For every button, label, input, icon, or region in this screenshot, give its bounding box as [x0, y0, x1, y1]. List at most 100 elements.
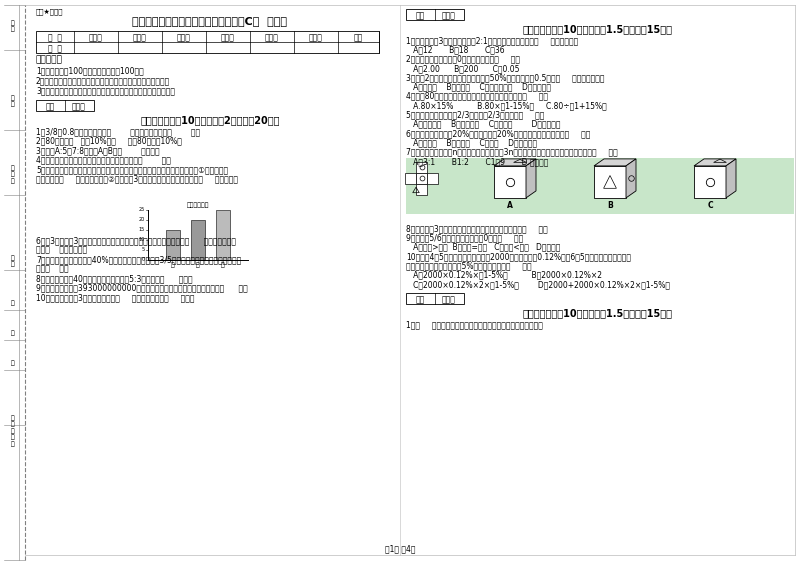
Text: 评卷人: 评卷人: [442, 295, 456, 305]
Bar: [416, 173, 427, 184]
Bar: [416, 184, 427, 195]
Text: 8、选项中有3个立方体，其中不是用左边图形折成的是（     ）。: 8、选项中有3个立方体，其中不是用左边图形折成的是（ ）。: [406, 224, 548, 233]
Text: 10: 10: [138, 237, 145, 242]
Text: 苏教版六年级数学上学期期末考试试卷C卷  附解析: 苏教版六年级数学上学期期末考试试卷C卷 附解析: [133, 16, 287, 26]
Text: 得分: 得分: [415, 295, 425, 305]
Text: 选择题: 选择题: [133, 33, 147, 42]
Bar: [191, 219, 205, 259]
Text: 6、用3个棱长为3分米的正方体拼成一个长方体，这个长方体的体积是（      ）立方分米，表: 6、用3个棱长为3分米的正方体拼成一个长方体，这个长方体的体积是（ ）立方分米，…: [36, 236, 236, 245]
Text: A、2.00      B、200      C、0.05: A、2.00 B、200 C、0.05: [406, 64, 519, 73]
Text: 多
（
新
题
）: 多 （ 新 题 ）: [11, 415, 15, 447]
Text: 纸的（    ）。: 纸的（ ）。: [36, 264, 69, 273]
Text: C、2000×0.12%×2×（1-5%）        D、2000+2000×0.12%×2×（1-5%）: C、2000×0.12%×2×（1-5%） D、2000+2000×0.12%×…: [406, 280, 670, 289]
Text: 10、圆的半径扩大3倍，周周长扩大（     ）倍，面积扩大（     ）倍。: 10、圆的半径扩大3倍，周周长扩大（ ）倍，面积扩大（ ）倍。: [36, 293, 194, 302]
Text: 三、判断题（共10小题，每题1.5分，共计15分）: 三、判断题（共10小题，每题1.5分，共计15分）: [523, 308, 673, 318]
Bar: [406, 158, 794, 214]
Text: 积是（    ）平方分米。: 积是（ ）平方分米。: [36, 246, 87, 254]
Text: 评卷人: 评卷人: [442, 11, 456, 20]
Text: 25: 25: [138, 207, 145, 212]
Bar: [406, 293, 464, 305]
Text: A、12       B、18       C、36: A、12 B、18 C、36: [406, 45, 505, 54]
Polygon shape: [694, 159, 736, 166]
Text: 画
卡
闷: 画 卡 闷: [11, 165, 15, 184]
Text: 3、一根2米长的绳子，第一次剪下它的50%，第二次剪下0.5米。（     ）次剪下的多。: 3、一根2米长的绳子，第一次剪下它的50%，第二次剪下0.5米。（ ）次剪下的多…: [406, 73, 605, 82]
Text: C: C: [707, 201, 713, 210]
Text: B: B: [607, 201, 613, 210]
Bar: [494, 166, 526, 198]
Polygon shape: [494, 159, 536, 166]
Text: 6、一件商品，先提价20%，以后又降价20%，现在的价格与原来相比（     ）。: 6、一件商品，先提价20%，以后又降价20%，现在的价格与原来相比（ ）。: [406, 129, 590, 138]
Polygon shape: [726, 159, 736, 198]
Polygon shape: [626, 159, 636, 198]
Text: 1、（     ）三角形的面积等于等底等高平行四边形面积的一半。: 1、（ ）三角形的面积等于等底等高平行四边形面积的一半。: [406, 320, 543, 329]
Text: 8、某班共有学生40人，男女生人数的比是5:3，女生有（      ）人。: 8、某班共有学生40人，男女生人数的比是5:3，女生有（ ）人。: [36, 274, 193, 283]
Text: 计算题: 计算题: [221, 33, 235, 42]
Text: 5: 5: [142, 247, 145, 252]
Text: 绝密★启用前: 绝密★启用前: [36, 8, 63, 15]
Text: 甲: 甲: [171, 263, 175, 268]
Text: 综合题: 综合题: [265, 33, 279, 42]
Text: 3、因为A:5＝7:8，所以A和B成（        ）比例。: 3、因为A:5＝7:8，所以A和B成（ ）比例。: [36, 146, 160, 155]
Text: 3、请在试卷指定位置作答，在试卷密封线外作答无效，不予评分。: 3、请在试卷指定位置作答，在试卷密封线外作答无效，不予评分。: [36, 86, 175, 95]
Text: 丙: 丙: [221, 263, 225, 268]
Text: 15: 15: [138, 227, 145, 232]
Bar: [694, 166, 726, 198]
Text: 乙: 乙: [196, 263, 200, 268]
Polygon shape: [526, 159, 536, 198]
Text: 岛: 岛: [11, 330, 15, 336]
Text: 第1页 共4页: 第1页 共4页: [385, 544, 415, 553]
Bar: [416, 162, 427, 173]
Text: 填空题: 填空题: [89, 33, 103, 42]
Bar: [594, 166, 626, 198]
Text: 这项工程，（     ）天可以完成。②先由甲做3天，剩下的工程由丙做还需要（     ）天完成。: 这项工程，（ ）天可以完成。②先由甲做3天，剩下的工程由丙做还需要（ ）天完成。: [36, 175, 238, 184]
Text: 9、三峡水库总库容393000000000立方米，把这个数改写成亿作单位的数是（      ）。: 9、三峡水库总库容393000000000立方米，把这个数改写成亿作单位的数是（…: [36, 284, 248, 293]
Text: A、3:1       B1:2       C1：9       D.无法确定: A、3:1 B1:2 C1：9 D.无法确定: [406, 157, 548, 166]
Text: A、2000×0.12%×（1-5%）          B、2000×0.12%×2: A、2000×0.12%×（1-5%） B、2000×0.12%×2: [406, 271, 602, 280]
Text: 高: 高: [11, 360, 15, 366]
Text: A、截去的多    B、剩下的多    C、一样多        D、无法比较: A、截去的多 B、剩下的多 C、一样多 D、无法比较: [406, 120, 561, 129]
Text: 1、3/8与0.8的最简整数比是（        ），它们的比值是（        ）。: 1、3/8与0.8的最简整数比是（ ），它们的比值是（ ）。: [36, 127, 200, 136]
Text: 判断题: 判断题: [177, 33, 191, 42]
Text: 绑
级: 绑 级: [11, 95, 15, 107]
Text: 4、原价80元，现降价一成五，现在为多少元？列式为（     ）。: 4、原价80元，现降价一成五，现在为多少元？列式为（ ）。: [406, 92, 548, 101]
Text: 2、80千克比（   ）多10%，（     ）比80千克少10%。: 2、80千克比（ ）多10%，（ ）比80千克少10%。: [36, 137, 182, 146]
Text: 得分: 得分: [415, 11, 425, 20]
Text: 2、在下列各数中，去掉0而大小不变的是（     ）。: 2、在下列各数中，去掉0而大小不变的是（ ）。: [406, 55, 520, 64]
Text: （单位：天）: （单位：天）: [186, 202, 210, 207]
Text: 9、甲数的5/6等于乙数，甲数不为0，则（     ）。: 9、甲数的5/6等于乙数，甲数不为0，则（ ）。: [406, 233, 523, 242]
Text: 评卷人: 评卷人: [72, 102, 86, 111]
Bar: [36, 100, 94, 111]
Text: 得分: 得分: [46, 102, 54, 111]
Text: 5、下图是甲、乙、丙三个人单独完成某项工程所需天数统计图，请看图填空。①甲、乙合作: 5、下图是甲、乙、丙三个人单独完成某项工程所需天数统计图，请看图填空。①甲、乙合…: [36, 165, 228, 174]
Text: 员: 员: [11, 300, 15, 306]
Text: 2、请首先按要求在试卷的指定位置填写您的姓名、班级、学号。: 2、请首先按要求在试卷的指定位置填写您的姓名、班级、学号。: [36, 76, 170, 85]
Text: 20: 20: [138, 217, 145, 222]
Text: 7、小正方形的边长为n米，大正方形的边长为3n米，则小正方形与大正方形的面积比是（     ）。: 7、小正方形的边长为n米，大正方形的边长为3n米，则小正方形与大正方形的面积比是…: [406, 147, 618, 157]
Text: 总分: 总分: [354, 33, 363, 42]
Text: 4、等底等高的三角形与平行四边形的面积之比是（        ）。: 4、等底等高的三角形与平行四边形的面积之比是（ ）。: [36, 155, 171, 164]
Polygon shape: [594, 159, 636, 166]
Text: A、提高了    B、降低了    C、不变    D、无法确定: A、提高了 B、降低了 C、不变 D、无法确定: [406, 138, 537, 147]
Text: 10、王宏4月5日在银行存了活期储蓄2000元，月利率是0.12%，到6月5日，他可以得到税后利: 10、王宏4月5日在银行存了活期储蓄2000元，月利率是0.12%，到6月5日，…: [406, 252, 631, 261]
Text: 5、一根绳子，截下它的2/3后，还剩2/3米，那么（     ）。: 5、一根绳子，截下它的2/3后，还剩2/3米，那么（ ）。: [406, 110, 544, 119]
Text: 得  分: 得 分: [48, 44, 62, 53]
Text: 应用题: 应用题: [309, 33, 323, 42]
Text: 息是多少元？（税后利息为5%）正确的列式是（     ）。: 息是多少元？（税后利息为5%）正确的列式是（ ）。: [406, 262, 532, 271]
Bar: [166, 229, 180, 259]
Text: 考试须知：: 考试须知：: [36, 55, 63, 64]
Text: 审
核: 审 核: [11, 20, 15, 32]
Text: 二、选择题（共10小题，每题1.5分，共计15分）: 二、选择题（共10小题，每题1.5分，共计15分）: [523, 24, 673, 34]
Bar: [36, 31, 379, 53]
Text: 1、考试时间：100分钟，本卷满分为100分。: 1、考试时间：100分钟，本卷满分为100分。: [36, 66, 144, 75]
Text: A、第一次    B、第二次    C、两次一样多    D、无法比较: A、第一次 B、第二次 C、两次一样多 D、无法比较: [406, 82, 551, 92]
Text: 1、把一个边长3厘米的正方形按2:1放大后正方形的面积是（     ）平方厘米。: 1、把一个边长3厘米的正方形按2:1放大后正方形的面积是（ ）平方厘米。: [406, 36, 578, 45]
Text: A、甲数>乙数  B、甲数=乙数   C、甲数<乙数   D、不确定: A、甲数>乙数 B、甲数=乙数 C、甲数<乙数 D、不确定: [406, 243, 560, 252]
Text: 题  号: 题 号: [48, 33, 62, 42]
Text: 0: 0: [142, 257, 145, 262]
Text: A: A: [507, 201, 513, 210]
Text: 7、小明将一张长方形纸的40%涂上蓝色，将剩下部分的3/5涂上红色，涂上红色的部分是这张: 7、小明将一张长方形纸的40%涂上蓝色，将剩下部分的3/5涂上红色，涂上红色的部…: [36, 255, 242, 264]
Text: 一、填空题（共10小题，每题2分，共计20分）: 一、填空题（共10小题，每题2分，共计20分）: [140, 115, 280, 125]
Text: A.80×15%          B.80×（1-15%）     C.80÷（1+15%）: A.80×15% B.80×（1-15%） C.80÷（1+15%）: [406, 101, 606, 110]
Bar: [406, 9, 464, 20]
Bar: [216, 210, 230, 259]
